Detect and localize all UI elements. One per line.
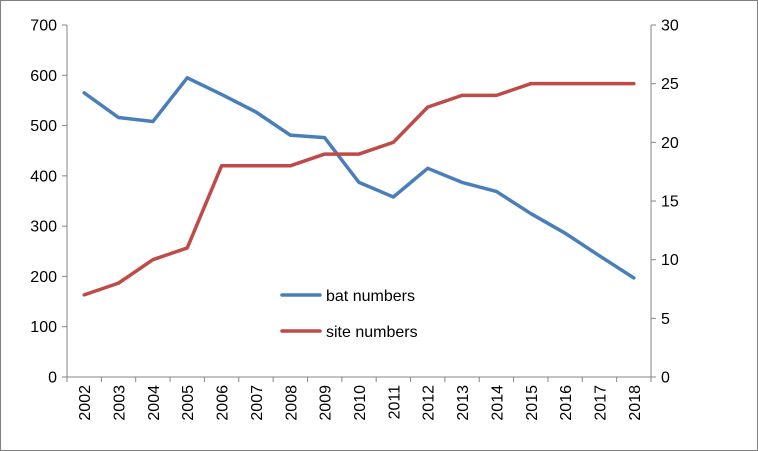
y-left-tick-label: 100 bbox=[30, 319, 57, 336]
data-point bbox=[220, 92, 224, 96]
data-point bbox=[597, 82, 601, 86]
y-right-tick-label: 0 bbox=[661, 370, 670, 387]
x-tick-label: 2007 bbox=[249, 385, 266, 421]
data-point bbox=[494, 93, 498, 97]
y-left-tick-label: 600 bbox=[30, 68, 57, 85]
y-left-tick-label: 400 bbox=[30, 168, 57, 185]
data-point bbox=[254, 164, 258, 168]
x-tick-label: 2014 bbox=[489, 385, 506, 421]
legend-label: bat numbers bbox=[326, 288, 415, 305]
y-left-tick-label: 0 bbox=[48, 370, 57, 387]
y-right-tick-label: 10 bbox=[661, 252, 679, 269]
y-left-tick-label: 700 bbox=[30, 18, 57, 35]
x-tick-label: 2015 bbox=[524, 385, 541, 421]
x-tick-label: 2004 bbox=[146, 385, 163, 421]
series-layer bbox=[82, 76, 636, 297]
data-point bbox=[632, 82, 636, 86]
x-tick-label: 2012 bbox=[421, 385, 438, 421]
x-tick-label: 2003 bbox=[112, 385, 129, 421]
y-right-tick-label: 15 bbox=[661, 194, 679, 211]
data-point bbox=[323, 152, 327, 156]
data-point bbox=[151, 120, 155, 124]
data-point bbox=[185, 76, 189, 80]
series-line-site-numbers bbox=[82, 81, 636, 297]
data-point bbox=[460, 93, 464, 97]
x-tick-label: 2008 bbox=[283, 385, 300, 421]
axes-layer: 0 100 200 300 400 500 600 700 0 5 10 15 20 25 30 2002 20… bbox=[30, 18, 679, 421]
y-left-tick-label: 300 bbox=[30, 219, 57, 236]
data-point bbox=[494, 189, 498, 193]
data-point bbox=[323, 136, 327, 140]
data-point bbox=[185, 246, 189, 250]
y-left-tick-label: 500 bbox=[30, 118, 57, 135]
x-tick-label: 2010 bbox=[352, 385, 369, 421]
data-point bbox=[529, 82, 533, 86]
x-tick-label: 2018 bbox=[627, 385, 644, 421]
y-right-tick-label: 20 bbox=[661, 135, 679, 152]
data-point bbox=[529, 212, 533, 216]
data-point bbox=[288, 164, 292, 168]
data-point bbox=[426, 166, 430, 170]
series-line-bat-numbers bbox=[82, 76, 636, 280]
legend-label: site numbers bbox=[326, 324, 418, 341]
x-tick-label: 2002 bbox=[77, 385, 94, 421]
data-point bbox=[254, 110, 258, 114]
x-tick-label: 2009 bbox=[318, 385, 335, 421]
data-point bbox=[391, 195, 395, 199]
data-point bbox=[597, 254, 601, 258]
data-point bbox=[563, 231, 567, 235]
legend: bat numbers site numbers bbox=[280, 288, 418, 341]
x-tick-label: 2017 bbox=[592, 385, 609, 421]
x-tick-label: 2011 bbox=[386, 385, 403, 420]
data-point bbox=[151, 258, 155, 262]
data-point bbox=[82, 91, 86, 95]
data-point bbox=[357, 152, 361, 156]
data-point bbox=[117, 116, 121, 120]
data-point bbox=[391, 140, 395, 144]
data-point bbox=[632, 276, 636, 280]
x-tick-label: 2006 bbox=[215, 385, 232, 421]
data-point bbox=[82, 293, 86, 297]
y-right-tick-label: 5 bbox=[661, 311, 670, 328]
data-point bbox=[357, 180, 361, 184]
data-point bbox=[563, 82, 567, 86]
data-point bbox=[288, 133, 292, 137]
x-tick-label: 2016 bbox=[558, 385, 575, 421]
data-point bbox=[117, 281, 121, 285]
y-right-tick-label: 30 bbox=[661, 18, 679, 35]
x-tick-label: 2013 bbox=[455, 385, 472, 421]
y-left-tick-label: 200 bbox=[30, 269, 57, 286]
x-tick-label: 2005 bbox=[180, 385, 197, 421]
data-point bbox=[220, 164, 224, 168]
data-point bbox=[460, 180, 464, 184]
y-right-tick-label: 25 bbox=[661, 76, 679, 93]
data-point bbox=[426, 105, 430, 109]
